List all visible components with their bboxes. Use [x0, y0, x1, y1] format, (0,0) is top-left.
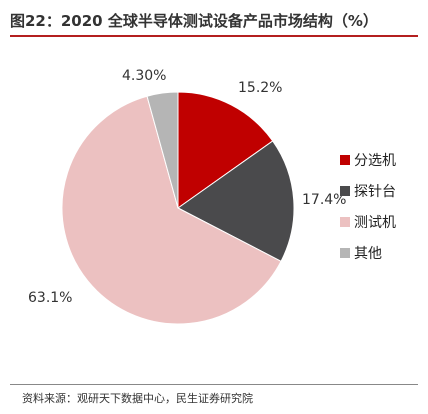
slice-label-2: 17.4% [302, 192, 346, 208]
slice-label-3: 63.1% [28, 290, 72, 306]
chart-title: 图22：2020 全球半导体测试设备产品市场结构（%） [10, 12, 378, 30]
legend-label-4: 其他 [354, 246, 382, 262]
legend-swatch-3 [340, 217, 350, 227]
legend-label-2: 探针台 [354, 184, 396, 200]
pie-slice-1 [177, 91, 274, 209]
title-divider [10, 35, 418, 37]
legend-swatch-1 [340, 155, 350, 165]
legend-swatch-4 [340, 248, 350, 258]
slice-label-4: 4.30% [122, 68, 166, 84]
pie-slice-4 [146, 91, 179, 209]
source-note: 资料来源：观研天下数据中心，民生证券研究院 [22, 392, 253, 405]
legend-label-3: 测试机 [354, 215, 396, 231]
legend-label-1: 分选机 [354, 153, 396, 169]
slice-label-1: 15.2% [238, 80, 282, 96]
pie-slice-3 [61, 95, 282, 325]
legend-swatch-2 [340, 186, 350, 196]
source-divider [10, 384, 418, 385]
pie-slice-2 [177, 140, 295, 262]
